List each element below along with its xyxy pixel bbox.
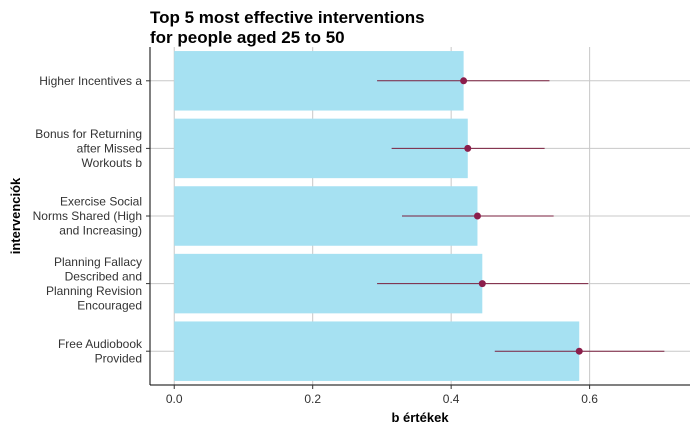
y-tick-labels: Higher Incentives a Bonus for Returning af… [33, 74, 143, 366]
y-tick-label: Planning Fallacy Described and Planning Re… [46, 255, 142, 313]
x-tick-label: 0.6 [581, 392, 598, 406]
y-tick-label-line: after Missed [77, 141, 142, 155]
chart-title-line: for people aged 25 to 50 [150, 28, 345, 47]
y-tick-label: Free Audiobook Provided [58, 337, 143, 366]
x-tick-label: 0.4 [443, 392, 460, 406]
chart-title-line: Top 5 most effective interventions [150, 8, 425, 27]
y-tick-label-line: and Increasing) [59, 224, 142, 238]
point [460, 77, 468, 85]
points [460, 77, 583, 355]
y-tick-label-line: Exercise Social [60, 195, 142, 209]
y-tick-label-line: Workouts b [82, 156, 143, 170]
point [473, 212, 481, 220]
y-tick-label-line: Provided [95, 351, 142, 365]
y-tick-label: Higher Incentives a [39, 74, 142, 88]
y-tick-label-line: Higher Incentives a [39, 74, 142, 88]
y-axis-title: intervenciók [8, 177, 23, 254]
y-tick-label-line: Planning Fallacy [54, 255, 142, 269]
point [478, 280, 486, 288]
y-tick-label: Exercise Social Norms Shared (High and Inc… [33, 195, 142, 238]
x-axis-title: b értékek [391, 410, 449, 425]
y-tick-label: Bonus for Returning after Missed Workouts … [35, 127, 142, 170]
axes [146, 47, 690, 389]
y-tick-label-line: Described and [65, 269, 142, 283]
y-tick-label-line: Free Audiobook [58, 337, 143, 351]
y-tick-label-line: Bonus for Returning [35, 127, 142, 141]
y-tick-label-line: Norms Shared (High [33, 209, 142, 223]
y-tick-label-line: Encouraged [77, 298, 142, 312]
y-tick-label-line: Planning Revision [46, 284, 142, 298]
x-tick-label: 0.0 [166, 392, 183, 406]
x-tick-labels: 0.0 0.2 0.4 0.6 [166, 392, 598, 406]
point [575, 347, 583, 355]
x-tick-label: 0.2 [304, 392, 321, 406]
point [464, 144, 472, 152]
